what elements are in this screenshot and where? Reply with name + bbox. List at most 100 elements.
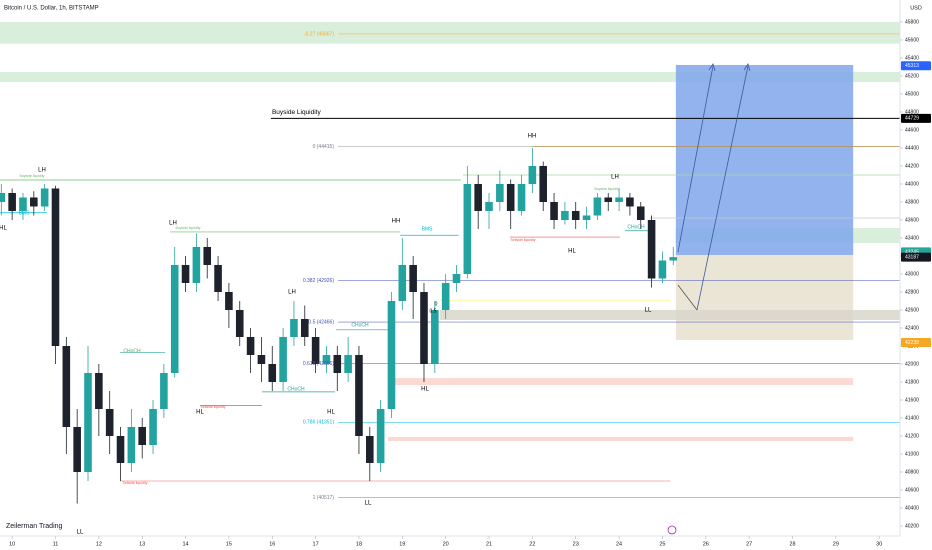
candle-body (561, 210, 569, 220)
candle-body (604, 197, 613, 202)
arrow-head (708, 63, 716, 72)
x-tick-label: 28 (789, 541, 795, 547)
candle-body (311, 336, 320, 364)
candle-body (214, 264, 222, 292)
zone (440, 309, 900, 320)
y-tick-label: 44000 (905, 181, 919, 187)
x-tick-label: 26 (703, 541, 709, 547)
candle-body (647, 219, 656, 279)
x-tick-label: 23 (573, 541, 579, 547)
x-tick-label: 30 (876, 541, 882, 547)
levels (0, 33, 900, 498)
candle-body (40, 188, 49, 207)
y-tick-label: 45600 (905, 37, 919, 43)
fib-label: 0.786 (41351) (303, 420, 334, 426)
fib-label: 1 (40517) (313, 495, 335, 501)
candle-body (235, 309, 244, 337)
annotation: LL (365, 501, 372, 507)
candle-body (170, 264, 179, 373)
annotation: LH (288, 290, 296, 296)
price-tag-label: 42239 (905, 340, 919, 346)
candle-body (160, 372, 168, 409)
annotation: Buyside liquidity (175, 226, 200, 230)
candles (0, 147, 678, 504)
y-tick-label: 40400 (905, 505, 919, 511)
candle-body (376, 408, 385, 464)
chart-title: Bitcoin / U.S. Dollar, 1h, BITSTAMP (4, 6, 99, 12)
annotation: 0 (435, 301, 438, 307)
candle-body (669, 257, 678, 261)
y-tick-label: 42600 (905, 307, 919, 313)
candle-body (279, 336, 287, 382)
y-tick-label: 41400 (905, 415, 919, 421)
x-tick-label: 25 (659, 541, 665, 547)
annotation: Buyside liquidity (594, 187, 619, 191)
event-icon (667, 525, 677, 535)
zone (388, 378, 854, 386)
x-tick-label: 16 (269, 541, 275, 547)
candle-body (615, 197, 623, 202)
projection-arrows (677, 63, 751, 311)
y-tick-label: 40200 (905, 523, 919, 529)
annotation: LL (77, 530, 84, 536)
annotation: Sellside liquidity (201, 405, 226, 409)
candle-body (8, 192, 16, 211)
annotation: CHoCH (627, 224, 645, 230)
annotation: HL (421, 387, 429, 393)
x-tick-label: 27 (746, 541, 752, 547)
annotation: 0.5 (430, 308, 437, 314)
annotation: HL (196, 410, 204, 416)
candle-body (474, 183, 482, 211)
candle-body (506, 183, 515, 211)
x-tick-label: 12 (96, 541, 102, 547)
candle-body (225, 291, 233, 310)
y-tick-label: 44600 (905, 127, 919, 133)
zones (0, 21, 900, 442)
y-tick-label: 40800 (905, 469, 919, 475)
y-tick-label: 43000 (905, 271, 919, 277)
candle-body (290, 318, 298, 337)
annotation: HL (327, 410, 335, 416)
candle-body (485, 201, 493, 211)
annotation: CHoCH (351, 322, 369, 328)
annotation: Buyside liquidity (19, 174, 44, 178)
candle-body (420, 291, 428, 364)
x-tick-label: 10 (9, 541, 15, 547)
annotation: HL (568, 249, 576, 255)
y-tick-label: 43600 (905, 217, 919, 223)
y-tick-label: 44200 (905, 163, 919, 169)
candle-body (149, 408, 157, 446)
candle-body (539, 165, 548, 202)
candle-body (463, 183, 472, 274)
candle-body (138, 426, 146, 446)
candle-body (268, 363, 277, 382)
x-tick-label: 17 (313, 541, 319, 547)
fib-label: 0.5 (42466) (308, 319, 334, 325)
y-tick-label: 41200 (905, 433, 919, 439)
candle-body (203, 246, 212, 265)
annotation: LH (38, 168, 46, 174)
price-tag (901, 337, 931, 347)
annotation: Sellside liquidity (123, 481, 148, 485)
arrow (677, 65, 714, 253)
x-tick-label: 14 (182, 541, 188, 547)
candle-body (300, 318, 309, 337)
y-tick-label: 41600 (905, 397, 919, 403)
candle-body (409, 264, 417, 292)
watermark: Zeilerman Trading (6, 523, 63, 530)
zone (0, 21, 900, 44)
zone (388, 436, 854, 442)
annotation: Sellside liquidity (511, 238, 536, 242)
arrow (743, 63, 751, 72)
price-tag-label: 43187 (905, 254, 919, 260)
candle-body (658, 260, 667, 279)
candle-body (431, 309, 439, 364)
annotation: LH (169, 221, 177, 227)
price-tag-label: 45313 (905, 63, 919, 69)
x-tick-label: 13 (139, 541, 145, 547)
zone (0, 72, 900, 82)
fib-label: 0.382 (42926) (303, 278, 334, 284)
x-tick-label: 18 (356, 541, 362, 547)
annotation: HH (528, 134, 537, 140)
zone (675, 64, 854, 255)
